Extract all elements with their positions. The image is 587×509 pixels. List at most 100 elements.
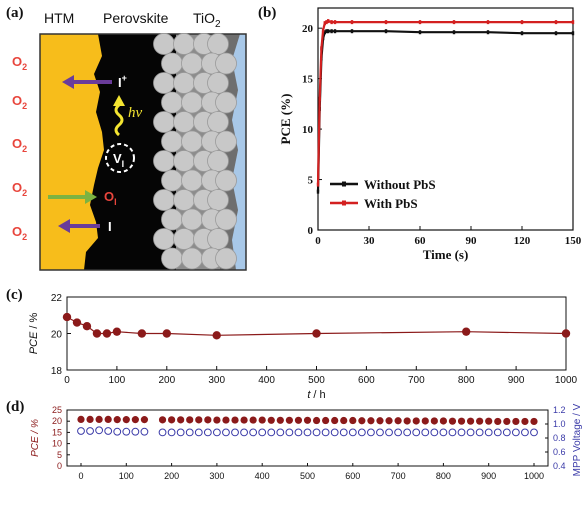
y-tick-label: 22 [51, 293, 63, 304]
y-tick-label-right: 0.6 [553, 447, 566, 457]
pce-point [358, 417, 366, 425]
o2-labels: O2 O2 O2 O2 O2 [12, 54, 27, 242]
pce-point [195, 416, 203, 424]
x-tick-label: 800 [436, 471, 451, 481]
pce-point [503, 417, 511, 426]
hole-arrowhead [62, 75, 74, 89]
o2-label: O2 [12, 54, 27, 72]
x-tick-label: 100 [119, 471, 134, 481]
x-tick-label: 500 [300, 471, 315, 481]
pce-point [186, 416, 194, 424]
data-point [212, 331, 221, 340]
series-marker [384, 29, 388, 34]
y-tick-label: 20 [51, 330, 63, 341]
tio2-particle [215, 130, 237, 153]
mpp-voltage-point [502, 428, 511, 437]
mpp-voltage-point [339, 428, 348, 437]
pce-point [95, 415, 103, 424]
pce-point [349, 416, 357, 425]
mpp-voltage-point [167, 428, 176, 437]
pce-point [122, 416, 130, 424]
pce-point [485, 417, 493, 425]
pce-point [222, 416, 230, 424]
legend-marker [342, 181, 346, 187]
pce-point [394, 417, 402, 425]
iodide-arrowhead [58, 219, 70, 233]
y-tick-label-left: 25 [52, 405, 62, 415]
pce-point [521, 417, 529, 426]
mpp-voltage-point [412, 428, 421, 437]
series-marker [571, 20, 575, 25]
data-point [92, 329, 102, 338]
series-marker [325, 29, 328, 34]
o2-label: O2 [12, 224, 27, 242]
series-marker [327, 19, 330, 24]
mpp-voltage-point [113, 427, 122, 436]
x-tick-label: 700 [408, 375, 425, 386]
mpp-voltage-point [448, 428, 457, 437]
mpp-voltage-point [86, 427, 94, 435]
panel-c-letter: (c) [6, 287, 23, 303]
mpp-voltage-point [385, 428, 393, 437]
pce-point [322, 416, 330, 425]
data-point [561, 329, 571, 338]
fto-layer [232, 34, 246, 270]
data-point [72, 318, 82, 327]
y-tick-label-right: 0.4 [553, 461, 566, 471]
mpp-voltage-point [231, 428, 239, 437]
pce-point [168, 416, 176, 424]
series-marker [486, 20, 490, 25]
data-point [462, 327, 471, 336]
x-tick-label: 300 [208, 375, 225, 386]
pce-point [86, 415, 94, 424]
x-tick-label: 100 [109, 375, 126, 386]
photon-icon [114, 103, 124, 137]
mpp-voltage-point [321, 428, 330, 437]
pce-point [213, 416, 221, 424]
x-tick-label: 500 [308, 375, 325, 386]
mpp-voltage-point [194, 428, 203, 437]
y-axis-label: PCE (%) [278, 94, 293, 145]
hole-label: I+ [118, 73, 127, 90]
iodide-label: I [108, 219, 112, 234]
mpp-voltage-point [240, 428, 248, 437]
series-marker [318, 96, 321, 101]
photon-label: hν [128, 105, 143, 121]
o2-label: O2 [12, 93, 27, 111]
y-tick-label-left: 10 [52, 439, 62, 449]
x-tick-label: 120 [514, 235, 531, 247]
legend-marker [342, 200, 346, 206]
o2-label: O2 [12, 136, 27, 154]
x-tick-label: 800 [458, 375, 475, 386]
series-marker [321, 28, 325, 33]
x-tick-label: 600 [358, 375, 375, 386]
series-marker [323, 21, 326, 26]
x-tick-label: 1000 [555, 375, 578, 386]
plot-frame [317, 7, 574, 231]
mpp-voltage-point [249, 428, 258, 437]
x-axis-label: t / h [307, 389, 325, 401]
mpp-voltage-point [131, 427, 140, 436]
pce-point [240, 416, 248, 424]
mpp-voltage-point [430, 428, 439, 437]
y-tick-label: 15 [302, 74, 314, 86]
x-tick-label: 0 [315, 235, 321, 247]
series-marker [520, 20, 524, 25]
panel-b-letter: (b) [258, 5, 277, 21]
panel-d-letter: (d) [6, 399, 25, 415]
legend-label: With PbS [364, 196, 418, 211]
series-marker [327, 29, 330, 34]
series-marker [554, 20, 558, 25]
mpp-voltage-point [475, 428, 484, 437]
y-tick-label: 5 [308, 175, 314, 187]
series-marker [486, 30, 490, 35]
series-marker [323, 30, 326, 35]
y-axis-label: PCE / % [28, 312, 40, 354]
mpp-voltage-point [457, 428, 466, 437]
y-tick-label: 18 [51, 366, 63, 377]
mpp-voltage-point [376, 428, 384, 437]
pce-point [294, 416, 303, 424]
tio2-particle [215, 52, 237, 75]
y-axis-label-right: MPP Voltage / V [572, 403, 583, 476]
